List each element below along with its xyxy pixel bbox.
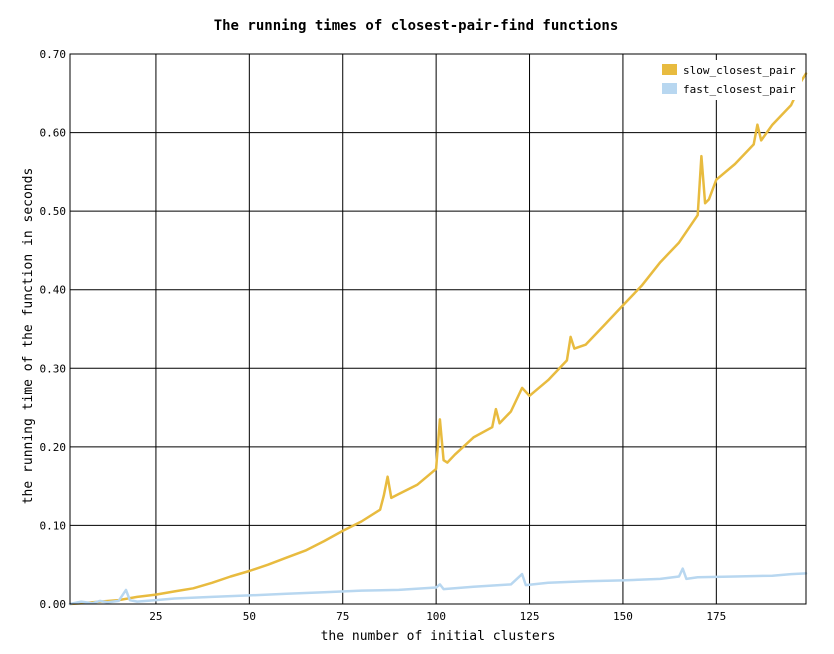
x-tick-label: 125 <box>520 610 540 623</box>
y-axis-label: the running time of the function in seco… <box>21 168 36 505</box>
x-tick-label: 50 <box>243 610 256 623</box>
series-line-slow-closest-pair <box>68 72 808 606</box>
series-line-fast-closest-pair <box>68 567 808 606</box>
plot-border <box>69 53 807 605</box>
y-tick-label: 0.10 <box>40 519 67 532</box>
y-tick-label: 0.40 <box>40 284 67 297</box>
x-tick-label: 150 <box>613 610 633 623</box>
y-tick-label: 0.30 <box>40 362 67 375</box>
series-layer <box>68 72 808 606</box>
grid <box>70 53 806 605</box>
x-tick-label: 100 <box>426 610 446 623</box>
legend: slow_closest_pair fast_closest_pair <box>656 60 802 100</box>
y-tick-label: 0.00 <box>40 598 67 611</box>
legend-swatch-fast <box>662 83 677 94</box>
y-tick-label: 0.70 <box>40 48 67 61</box>
x-tick-label: 75 <box>336 610 349 623</box>
x-tick-label: 25 <box>149 610 162 623</box>
plot-area <box>70 54 806 604</box>
legend-background <box>656 60 802 100</box>
legend-label-fast: fast_closest_pair <box>683 83 796 96</box>
y-tick-label: 0.50 <box>40 205 67 218</box>
chart-title: The running times of closest-pair-find f… <box>214 18 619 34</box>
tick-labels: 0.00 0.10 0.20 0.30 0.40 0.50 0.60 0.70 25 50 75 10… <box>40 48 727 623</box>
legend-swatch-slow <box>662 64 677 75</box>
x-axis-label: the number of initial clusters <box>321 629 556 644</box>
x-tick-label: 175 <box>706 610 726 623</box>
y-tick-label: 0.60 <box>40 127 67 140</box>
legend-label-slow: slow_closest_pair <box>683 64 796 77</box>
y-tick-label: 0.20 <box>40 441 67 454</box>
